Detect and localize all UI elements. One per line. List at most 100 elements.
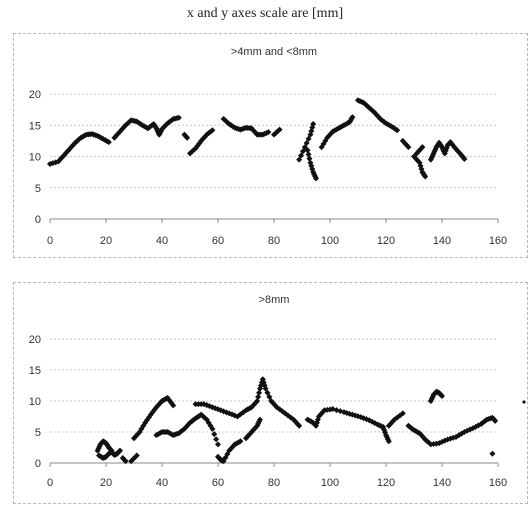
data-point: [200, 135, 207, 142]
data-point: [262, 385, 269, 392]
data-point: [212, 405, 219, 412]
data-point: [229, 411, 235, 418]
x-tick-label: 40: [156, 477, 168, 489]
data-point: [419, 144, 426, 151]
data-point: [113, 132, 120, 139]
data-point: [140, 422, 147, 429]
data-point: [313, 422, 319, 429]
data-point: [246, 431, 253, 438]
data-point: [385, 438, 392, 445]
data-point: [255, 393, 262, 400]
data-point: [405, 144, 412, 151]
data-point: [420, 434, 427, 441]
data-point: [137, 121, 144, 127]
data-point: [442, 147, 449, 154]
data-point: [49, 160, 56, 167]
data-point: [261, 382, 268, 389]
data-point: [399, 410, 406, 417]
x-tick-label: 120: [377, 477, 395, 489]
data-point: [215, 441, 221, 448]
data-point: [170, 402, 177, 409]
data-point: [439, 438, 445, 445]
data-series: [94, 376, 499, 465]
x-tick-label: 160: [489, 235, 507, 247]
data-point: [299, 148, 306, 155]
data-point: [222, 454, 229, 461]
data-point: [306, 155, 313, 162]
data-point: [154, 127, 161, 134]
data-point: [250, 127, 257, 134]
data-point: [213, 436, 220, 443]
data-point: [489, 450, 496, 457]
data-point: [117, 447, 123, 454]
data-point: [475, 422, 482, 429]
data-point: [175, 430, 182, 437]
x-tick-label: 0: [47, 235, 53, 247]
x-tick-label: 80: [268, 235, 280, 247]
x-tick-label: 160: [489, 477, 507, 489]
data-point: [184, 134, 191, 141]
data-point: [131, 454, 138, 461]
data-point: [414, 157, 421, 164]
data-point: [394, 414, 401, 421]
x-tick-label: 120: [377, 235, 395, 247]
data-point: [68, 143, 75, 150]
x-tick-label: 100: [321, 477, 339, 489]
data-point: [472, 423, 479, 430]
data-point: [209, 425, 216, 432]
data-point: [209, 127, 216, 134]
chart-title: >4mm and <8mm: [231, 46, 317, 58]
data-point: [231, 412, 238, 419]
data-point: [257, 382, 264, 389]
y-tick-label: 0: [35, 214, 41, 226]
data-point: [228, 445, 235, 452]
chart-4-to-8mm: >4mm and <8mm 0 5 10 15 20 0 20 40 60 80 100 120 140 1…: [29, 46, 507, 247]
data-point: [326, 132, 333, 139]
data-point: [105, 139, 112, 146]
data-point: [324, 406, 331, 413]
data-point: [157, 400, 164, 407]
y-tick-label: 20: [29, 89, 41, 101]
y-tick-label: 10: [29, 152, 41, 164]
y-tick-label: 5: [35, 427, 41, 439]
data-point: [183, 423, 190, 430]
data-point: [369, 418, 375, 425]
data-point: [292, 418, 299, 425]
x-tick-label: 140: [433, 477, 451, 489]
data-point: [321, 407, 328, 414]
data-point: [134, 431, 141, 438]
chart-over-8mm: >8mm 0 5 10 15 20 0 20 40 60 80 100 120 140 160: [13, 282, 528, 504]
data-point: [198, 411, 205, 418]
data-point: [303, 139, 310, 146]
data-point: [124, 120, 131, 127]
data-point: [266, 393, 273, 400]
y-tick-label: 0: [35, 458, 41, 470]
y-tick-label: 15: [29, 365, 41, 377]
data-point: [428, 154, 435, 161]
data-point: [201, 401, 207, 408]
data-point: [166, 397, 173, 404]
x-tick-label: 60: [212, 235, 224, 247]
x-tick-label: 60: [212, 477, 224, 489]
data-point: [412, 155, 419, 162]
data-point: [422, 173, 429, 180]
data-point: [394, 127, 401, 134]
data-point: [313, 175, 319, 182]
data-point: [122, 458, 129, 465]
data-point: [385, 422, 392, 429]
data-point: [136, 429, 143, 435]
data-point: [451, 143, 458, 150]
data-point: [273, 404, 280, 411]
chart-panel-4-to-8mm: >4mm and <8mm 0 5 10 15 20 0 20 40 60 80 100 120 140 1…: [13, 33, 528, 258]
data-point: [305, 135, 312, 142]
data-point: [276, 126, 283, 133]
data-point: [122, 122, 129, 129]
data-point: [415, 148, 422, 155]
data-point: [274, 128, 281, 135]
x-tick-label: 0: [47, 477, 53, 489]
data-point: [285, 412, 291, 419]
x-tick-label: 20: [100, 235, 112, 247]
data-point: [237, 438, 244, 445]
y-tick-label: 10: [29, 396, 41, 408]
data-point: [211, 431, 218, 438]
